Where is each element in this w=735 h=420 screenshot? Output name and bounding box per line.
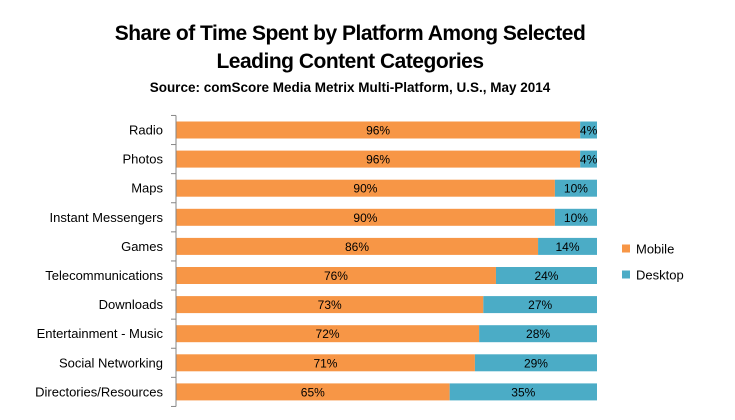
category-label: Social Networking	[59, 355, 163, 370]
category-label: Telecommunications	[45, 268, 163, 283]
data-label-mobile: 72%	[316, 327, 340, 341]
bar-mobile	[176, 208, 555, 226]
category-label: Games	[121, 239, 163, 254]
data-label-desktop: 10%	[564, 182, 588, 196]
category-label: Entertainment - Music	[37, 326, 164, 341]
data-label-mobile: 73%	[318, 298, 342, 312]
legend-label-mobile: Mobile	[636, 242, 674, 257]
bar-desktop	[483, 296, 597, 314]
data-label-desktop: 27%	[528, 298, 552, 312]
category-label: Instant Messengers	[50, 210, 164, 225]
bar-mobile	[176, 150, 581, 168]
data-label-desktop: 24%	[534, 269, 558, 283]
bar-mobile	[176, 325, 480, 343]
bar-mobile	[176, 267, 496, 284]
bar-desktop	[449, 383, 597, 401]
bar-desktop	[495, 267, 597, 284]
category-label: Radio	[129, 123, 163, 138]
bar-mobile	[176, 179, 555, 197]
bar-mobile	[176, 383, 450, 401]
bar-mobile	[176, 296, 484, 314]
legend-swatch-desktop	[622, 270, 630, 279]
chart-title-line-1: Share of Time Spent by Platform Among Se…	[114, 22, 586, 45]
bar-desktop	[538, 237, 597, 255]
bar-desktop	[479, 325, 597, 343]
bar-desktop	[580, 150, 597, 168]
data-label-desktop: 29%	[524, 356, 548, 370]
legend-label-desktop: Desktop	[636, 268, 684, 283]
bar-desktop	[554, 179, 597, 197]
bar-desktop	[474, 354, 597, 372]
bar-mobile	[176, 237, 539, 255]
category-label: Directories/Resources	[35, 384, 163, 399]
data-label-mobile: 86%	[345, 240, 369, 254]
data-label-mobile: 76%	[324, 269, 348, 283]
bar-desktop	[554, 208, 597, 226]
data-label-mobile: 96%	[366, 124, 390, 138]
data-label-mobile: 90%	[353, 182, 377, 196]
data-label-desktop: 10%	[564, 211, 588, 225]
chart-subtitle: Source: comScore Media Metrix Multi-Plat…	[149, 80, 551, 95]
category-label: Downloads	[99, 297, 164, 312]
data-label-mobile: 71%	[313, 356, 337, 370]
chart-title-line-2: Leading Content Categories	[216, 50, 484, 73]
data-label-mobile: 90%	[353, 211, 377, 225]
data-label-desktop: 4%	[580, 124, 598, 138]
bar-mobile	[176, 354, 475, 372]
category-label: Photos	[123, 152, 164, 167]
bar-mobile	[176, 121, 581, 139]
data-label-desktop: 35%	[511, 385, 535, 399]
bar-desktop	[580, 121, 597, 139]
data-label-desktop: 28%	[526, 327, 550, 341]
category-label: Maps	[131, 181, 163, 196]
data-label-mobile: 96%	[366, 153, 390, 167]
data-label-desktop: 4%	[580, 153, 598, 167]
legend-swatch-mobile	[622, 244, 630, 253]
data-label-desktop: 14%	[556, 240, 580, 254]
data-label-mobile: 65%	[301, 385, 325, 399]
